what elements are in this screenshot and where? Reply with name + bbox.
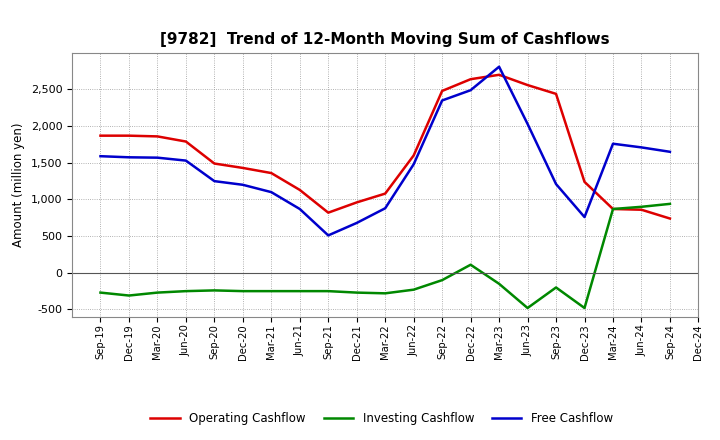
Free Cashflow: [410, 161, 418, 167]
Operating Cashflow: [637, 207, 646, 213]
Operating Cashflow: [608, 206, 617, 212]
Operating Cashflow: [552, 91, 560, 96]
Operating Cashflow: [295, 187, 304, 193]
Investing Cashflow: [153, 290, 162, 295]
Investing Cashflow: [381, 291, 390, 296]
Line: Free Cashflow: Free Cashflow: [101, 67, 670, 235]
Investing Cashflow: [410, 287, 418, 292]
Free Cashflow: [125, 154, 133, 160]
Free Cashflow: [153, 155, 162, 160]
Free Cashflow: [324, 233, 333, 238]
Free Cashflow: [467, 88, 475, 93]
Operating Cashflow: [324, 210, 333, 215]
Investing Cashflow: [96, 290, 105, 295]
Free Cashflow: [267, 190, 276, 195]
Operating Cashflow: [523, 82, 532, 88]
Operating Cashflow: [125, 133, 133, 138]
Investing Cashflow: [295, 289, 304, 294]
Operating Cashflow: [438, 88, 446, 94]
Line: Operating Cashflow: Operating Cashflow: [101, 75, 670, 219]
Title: [9782]  Trend of 12-Month Moving Sum of Cashflows: [9782] Trend of 12-Month Moving Sum of C…: [161, 33, 610, 48]
Operating Cashflow: [410, 153, 418, 158]
Operating Cashflow: [210, 161, 219, 166]
Operating Cashflow: [352, 200, 361, 205]
Operating Cashflow: [467, 77, 475, 82]
Investing Cashflow: [181, 289, 190, 294]
Free Cashflow: [637, 145, 646, 150]
Operating Cashflow: [238, 165, 247, 171]
Free Cashflow: [295, 206, 304, 212]
Free Cashflow: [438, 98, 446, 103]
Free Cashflow: [381, 205, 390, 211]
Operating Cashflow: [267, 170, 276, 176]
Operating Cashflow: [181, 139, 190, 144]
Investing Cashflow: [467, 262, 475, 268]
Free Cashflow: [495, 64, 503, 70]
Free Cashflow: [352, 220, 361, 226]
Operating Cashflow: [665, 216, 674, 221]
Y-axis label: Amount (million yen): Amount (million yen): [12, 123, 25, 247]
Free Cashflow: [608, 141, 617, 147]
Free Cashflow: [210, 179, 219, 184]
Investing Cashflow: [210, 288, 219, 293]
Operating Cashflow: [381, 191, 390, 196]
Investing Cashflow: [495, 281, 503, 286]
Line: Investing Cashflow: Investing Cashflow: [101, 204, 670, 308]
Operating Cashflow: [96, 133, 105, 138]
Free Cashflow: [96, 154, 105, 159]
Free Cashflow: [552, 181, 560, 187]
Investing Cashflow: [238, 289, 247, 294]
Investing Cashflow: [324, 289, 333, 294]
Free Cashflow: [238, 182, 247, 187]
Investing Cashflow: [267, 289, 276, 294]
Investing Cashflow: [552, 285, 560, 290]
Investing Cashflow: [523, 305, 532, 311]
Investing Cashflow: [125, 293, 133, 298]
Investing Cashflow: [580, 305, 589, 311]
Operating Cashflow: [580, 179, 589, 184]
Operating Cashflow: [495, 72, 503, 77]
Investing Cashflow: [608, 206, 617, 212]
Legend: Operating Cashflow, Investing Cashflow, Free Cashflow: Operating Cashflow, Investing Cashflow, …: [145, 407, 618, 430]
Investing Cashflow: [665, 201, 674, 206]
Free Cashflow: [580, 214, 589, 220]
Free Cashflow: [181, 158, 190, 163]
Free Cashflow: [523, 121, 532, 127]
Investing Cashflow: [438, 278, 446, 283]
Free Cashflow: [665, 149, 674, 154]
Operating Cashflow: [153, 134, 162, 139]
Investing Cashflow: [352, 290, 361, 295]
Investing Cashflow: [637, 204, 646, 209]
